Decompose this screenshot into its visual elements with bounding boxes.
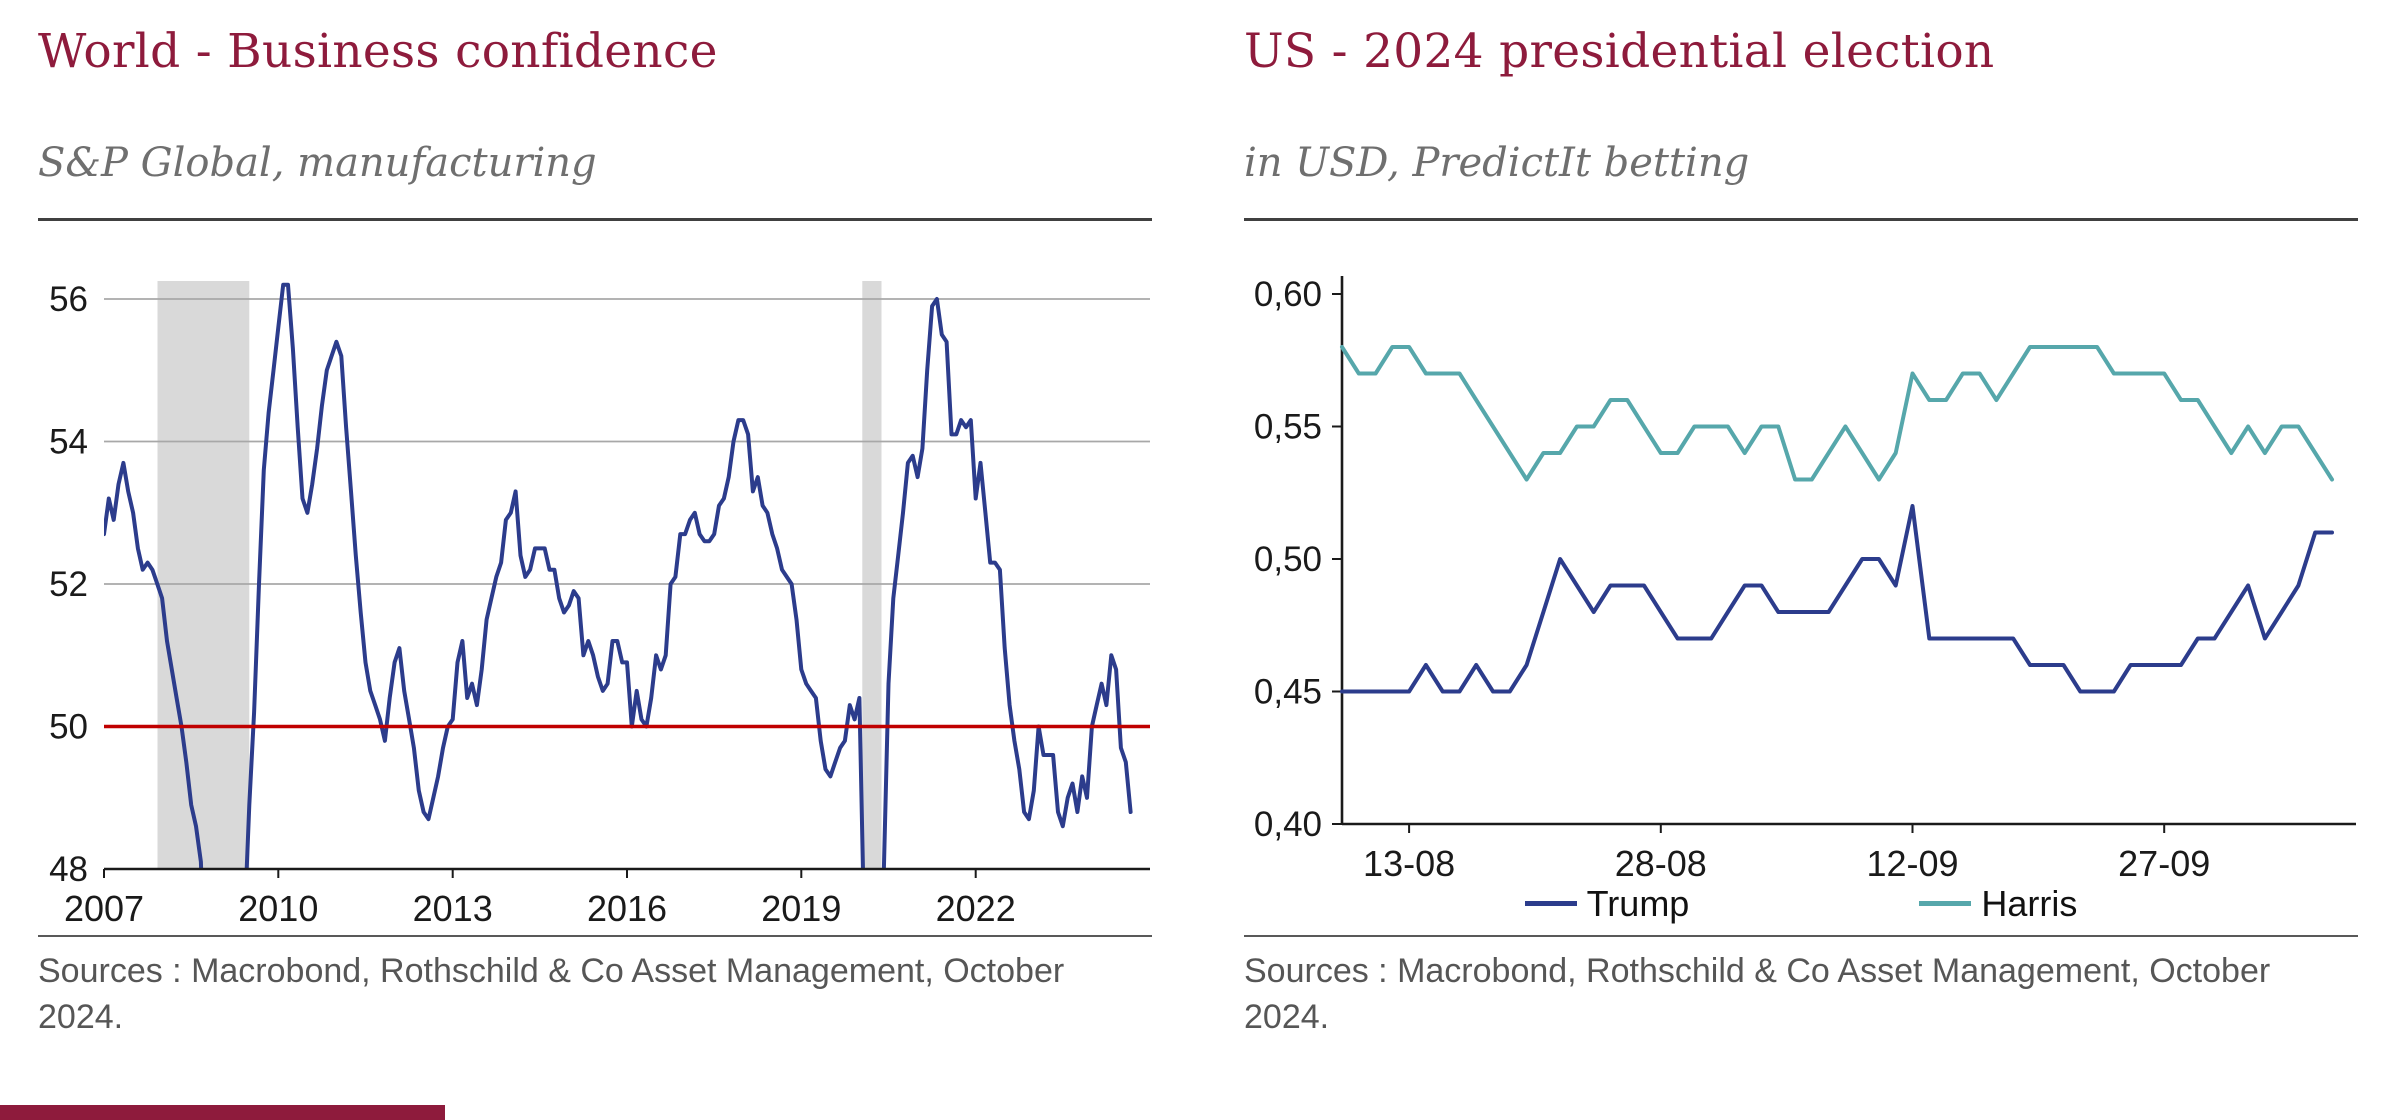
chart-subtitle-election: in USD, PredictIt betting xyxy=(1244,139,1750,186)
svg-text:2022: 2022 xyxy=(936,888,1016,929)
legend-item-trump: Trump xyxy=(1524,882,1690,925)
svg-text:2016: 2016 xyxy=(587,888,667,929)
svg-text:2019: 2019 xyxy=(761,888,841,929)
harris-line-swatch xyxy=(1919,901,1972,907)
chart-title-election: US - 2024 presidential election xyxy=(1244,24,1995,79)
divider-bottom-right xyxy=(1244,934,2358,937)
report-page: World - Business confidence S&P Global, … xyxy=(38,14,2358,1040)
svg-text:12-09: 12-09 xyxy=(1866,843,1958,879)
svg-text:0,50: 0,50 xyxy=(1254,540,1322,579)
panel-election: US - 2024 presidential election in USD, … xyxy=(1244,14,2358,1040)
svg-text:50: 50 xyxy=(49,707,88,746)
svg-text:52: 52 xyxy=(49,565,88,604)
legend-item-harris: Harris xyxy=(1919,883,2077,925)
chart-subtitle-business-confidence: S&P Global, manufacturing xyxy=(38,139,597,186)
svg-text:0,60: 0,60 xyxy=(1254,275,1322,314)
svg-text:2010: 2010 xyxy=(238,888,318,929)
divider-top-right xyxy=(1244,217,2358,221)
svg-text:27-09: 27-09 xyxy=(2118,843,2210,879)
legend-label-harris: Harris xyxy=(1981,882,2078,924)
legend-label-trump: Trump xyxy=(1586,882,1690,924)
svg-text:0,55: 0,55 xyxy=(1254,407,1322,446)
brand-footer-bar xyxy=(0,1105,445,1120)
sources-text-left: Sources : Macrobond, Rothschild & Co Ass… xyxy=(38,951,1065,1036)
chart-title-business-confidence: World - Business confidence xyxy=(38,24,718,79)
panel-business-confidence: World - Business confidence S&P Global, … xyxy=(38,14,1152,1040)
svg-text:56: 56 xyxy=(49,280,88,319)
svg-text:2007: 2007 xyxy=(64,888,144,929)
business-confidence-line-chart: 48 50 52 54 56 2007 2010 2013 2016 2019 2022 xyxy=(49,280,1150,929)
svg-text:54: 54 xyxy=(49,422,88,461)
sources-text-right: Sources : Macrobond, Rothschild & Co Ass… xyxy=(1244,951,2271,1036)
divider-top-left xyxy=(38,217,1152,221)
trump-line-swatch xyxy=(1524,901,1577,907)
svg-text:13-08: 13-08 xyxy=(1363,843,1455,879)
election-odds-line-chart: 0,40 0,45 0,50 0,55 0,60 13-08 28-08 12-09 27-09 xyxy=(1254,275,2356,879)
divider-bottom-left xyxy=(38,934,1152,937)
svg-text:0,40: 0,40 xyxy=(1254,805,1322,844)
svg-text:48: 48 xyxy=(49,850,88,889)
svg-text:28-08: 28-08 xyxy=(1615,843,1707,879)
svg-text:2013: 2013 xyxy=(413,888,493,929)
svg-text:0,45: 0,45 xyxy=(1254,672,1322,711)
chart-legend: Trump Harris xyxy=(1244,879,2358,929)
